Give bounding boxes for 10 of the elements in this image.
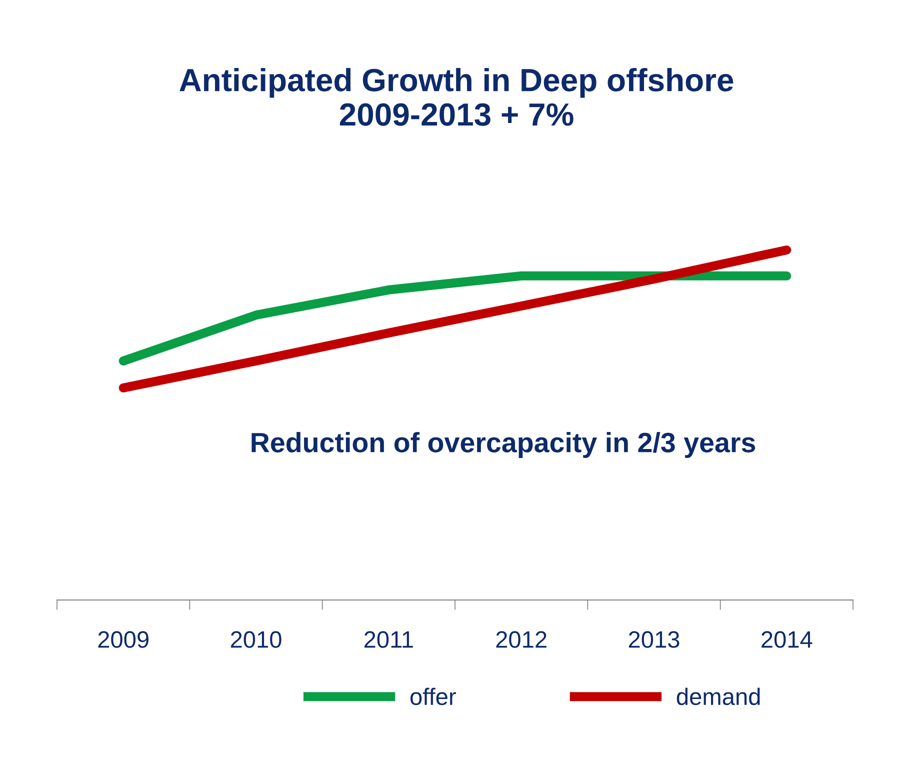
x-tick-label: 2012	[496, 631, 546, 648]
chart-title: Anticipated Growth in Deep offshore 2009-2013 + 7%	[180, 68, 734, 126]
x-tick-label: 2011	[364, 631, 413, 648]
legend-label: demand	[676, 688, 760, 706]
x-tick-label: 2014	[762, 631, 812, 648]
annotation: Reduction of overcapacity in 2/3 years	[252, 432, 756, 458]
x-tick-label: 2013	[628, 631, 680, 648]
legend-label: offer	[410, 688, 456, 706]
x-tick-label: 2010	[230, 631, 282, 648]
x-tick-label: 2009	[98, 631, 148, 648]
